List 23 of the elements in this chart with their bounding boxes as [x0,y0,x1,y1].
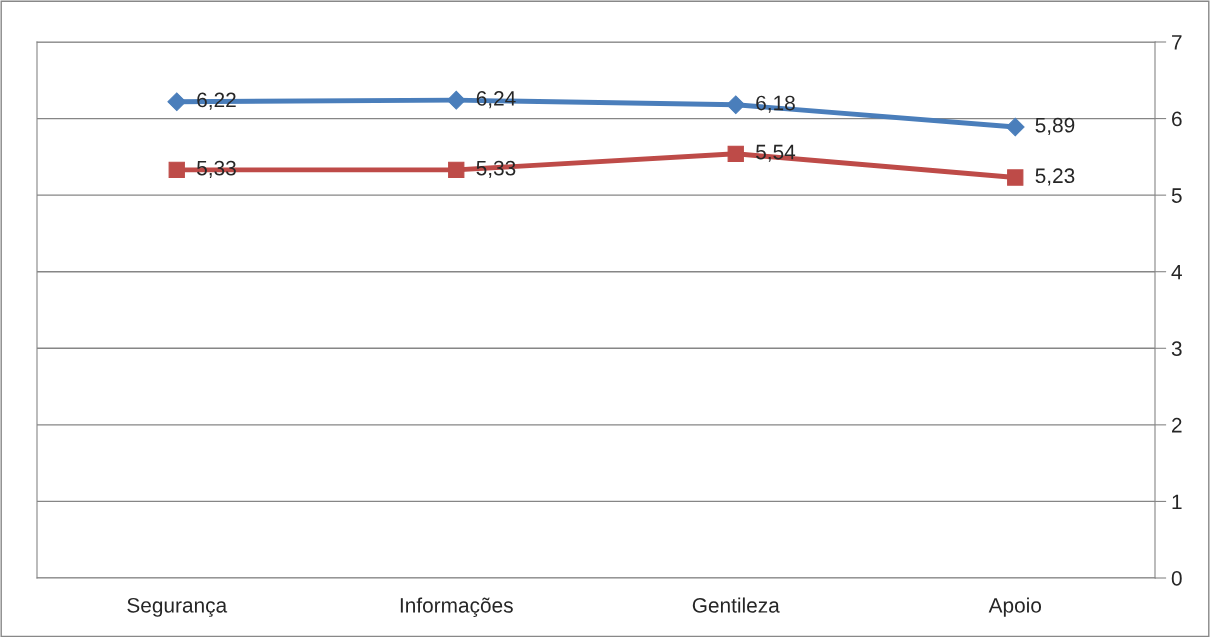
point [448,161,465,179]
y-tick-label: 0 [1171,571,1182,586]
x-tick-label: Gentileza [692,597,780,613]
x-tick-label: Apoio [988,597,1042,617]
point [446,90,466,110]
x-tick-label: Informações [400,597,513,617]
y-tick-label: 1 [1172,494,1182,509]
point [727,145,744,162]
point [1007,169,1024,186]
point [726,95,746,115]
data-label: 5,33 [197,160,236,178]
y-tick-label: 4 [1171,264,1182,280]
y-tick-label: 7 [1172,35,1182,50]
point [168,161,185,179]
x-tick-label: Segurança [127,597,228,617]
point [1005,117,1025,137]
point [167,92,187,112]
y-tick-label: 6 [1172,111,1182,127]
data-label: 5,89 [1035,117,1075,136]
data-label: 5,23 [1035,168,1075,186]
y-tick-label: 5 [1171,188,1182,203]
y-tick-label: 3 [1171,341,1182,357]
y-tick-label: 2 [1172,417,1182,433]
